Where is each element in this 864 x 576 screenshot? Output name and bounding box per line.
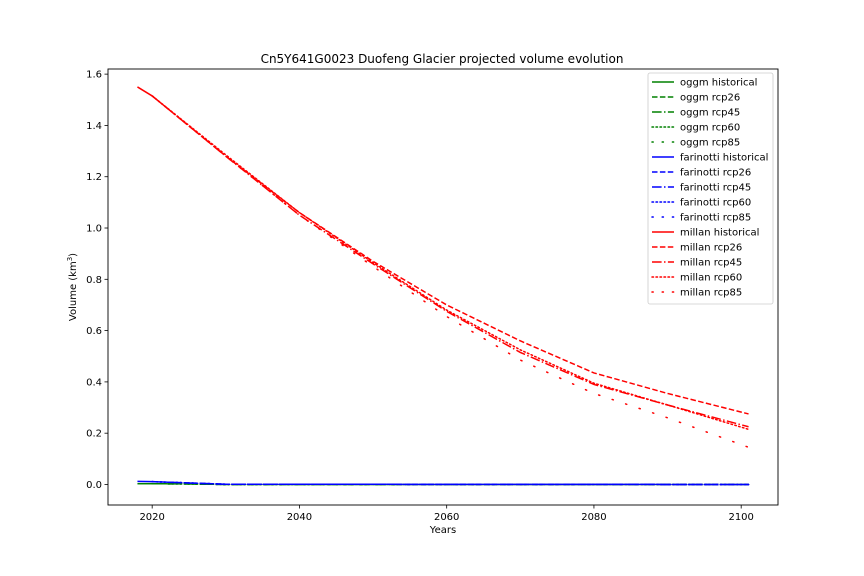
legend-box [647, 72, 774, 305]
y-tick-label: 1.4 [86, 121, 102, 132]
legend-label: oggm rcp85 [680, 138, 740, 149]
y-tick-label: 1.6 [86, 70, 102, 81]
y-tick-label: 0.0 [86, 480, 102, 491]
x-tick-label: 2040 [287, 512, 312, 523]
legend-label: farinotti historical [680, 153, 768, 164]
y-axis-label: Volume (km3) [66, 253, 79, 321]
legend-label: oggm historical [680, 78, 757, 89]
legend-label: farinotti rcp45 [680, 183, 751, 194]
chart-title: Cn5Y641G0023 Duofeng Glacier projected v… [261, 52, 624, 66]
legend-label: millan rcp85 [680, 288, 742, 299]
x-tick-label: 2020 [139, 512, 164, 523]
series-line-millan-rcp60 [151, 95, 750, 431]
x-axis-label: Years [429, 525, 456, 536]
legend-label: millan rcp60 [680, 273, 742, 284]
y-tick-label: 0.4 [86, 377, 102, 388]
y-tick-label: 1.0 [86, 224, 102, 235]
x-axis-ticks: 2020 2040 2060 2080 2100 [139, 505, 754, 523]
series-layer [137, 86, 750, 486]
legend-label: farinotti rcp26 [680, 168, 751, 179]
plot-frame [107, 68, 779, 506]
legend-label: farinotti rcp85 [680, 213, 751, 224]
legend-label: millan rcp45 [680, 258, 742, 269]
legend-label: oggm rcp45 [680, 108, 740, 119]
legend: oggm historical oggm rcp26 oggm rcp45 oggm … [647, 72, 774, 305]
legend-label: oggm rcp60 [680, 123, 740, 134]
legend-label: farinotti rcp60 [680, 198, 751, 209]
x-tick-label: 2080 [581, 512, 606, 523]
y-tick-label: 0.8 [86, 275, 102, 286]
y-tick-label: 0.6 [86, 326, 102, 337]
y-tick-label: 1.2 [86, 172, 102, 183]
y-tick-label: 0.2 [86, 429, 102, 440]
legend-label: millan historical [680, 228, 759, 239]
legend-label: oggm rcp26 [680, 93, 740, 104]
x-tick-label: 2100 [728, 512, 753, 523]
legend-label: millan rcp26 [680, 243, 742, 254]
x-tick-label: 2060 [434, 512, 459, 523]
series-line-farinotti-rcp45 [152, 480, 749, 486]
y-axis-ticks: 0.0 0.2 0.4 0.6 0.8 1.0 1.2 1.4 1.6 [86, 70, 108, 491]
series-line-millan-historical [137, 86, 153, 97]
